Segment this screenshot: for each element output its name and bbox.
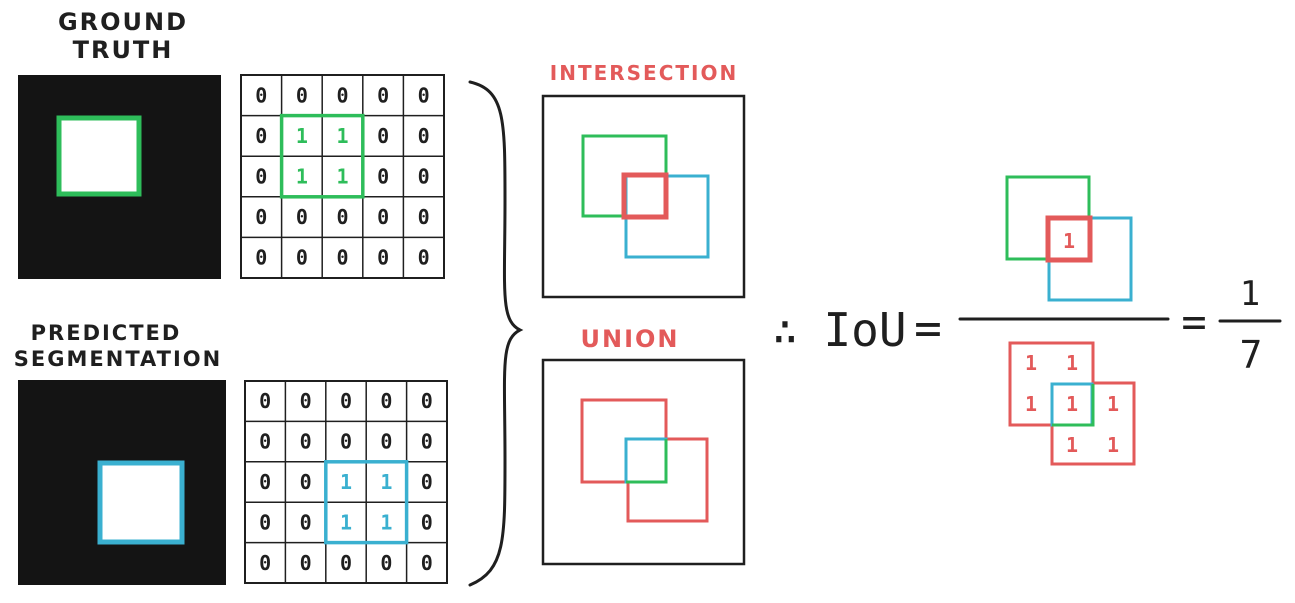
pred-grid-cell: 0 <box>421 430 433 454</box>
gt-grid-cell: 0 <box>336 83 348 107</box>
gt-grid-cell: 1 <box>336 124 348 148</box>
predicted-grid: 0 0 0 0 0 0 0 0 0 0 0 0 1 1 0 0 0 1 1 0 0 0 0 0 0 <box>244 380 448 584</box>
equals-sign: = <box>914 301 942 355</box>
union-cell: 1 <box>1107 433 1119 457</box>
pred-grid-cell: 1 <box>340 470 352 494</box>
gt-grid-cell: 0 <box>255 83 267 107</box>
pred-grid-cell: 1 <box>340 510 352 534</box>
pred-grid-cell: 0 <box>421 551 433 575</box>
gt-grid-cell: 0 <box>377 83 389 107</box>
pred-grid-cell: 0 <box>300 551 312 575</box>
ground-truth-mask <box>18 75 221 279</box>
gt-grid-cell: 0 <box>296 83 308 107</box>
gt-grid-cell: 1 <box>296 165 308 189</box>
intersection-panel <box>541 94 746 299</box>
gt-grid-cell: 0 <box>377 165 389 189</box>
pred-grid-cell: 0 <box>380 551 392 575</box>
curly-brace <box>468 80 524 587</box>
gt-grid-cell: 0 <box>418 205 430 229</box>
predicted-label-line2: SEGMENTATION <box>14 347 222 371</box>
union-cell: 1 <box>1066 392 1078 416</box>
pred-grid-cell: 0 <box>421 389 433 413</box>
result-equals-sign: = <box>1181 297 1206 346</box>
union-cell: 1 <box>1107 392 1119 416</box>
predicted-label-line1: PREDICTED <box>31 321 182 345</box>
pred-grid-cell: 0 <box>380 389 392 413</box>
numerator-diagram: 1 <box>1005 175 1133 302</box>
pred-grid-cell: 0 <box>300 389 312 413</box>
pred-grid-cell: 1 <box>380 510 392 534</box>
ground-truth-label-line2: TRUTH <box>73 36 174 64</box>
pred-grid-cell: 0 <box>259 430 271 454</box>
result-numerator: 1 <box>1240 274 1260 314</box>
pred-grid-cell: 0 <box>340 551 352 575</box>
union-cell: 1 <box>1066 433 1078 457</box>
gt-grid-cell: 0 <box>377 205 389 229</box>
gt-grid-cell: 0 <box>255 246 267 270</box>
pred-grid-cell: 0 <box>259 389 271 413</box>
union-label: UNION <box>581 325 680 353</box>
gt-grid-cell: 1 <box>336 165 348 189</box>
therefore-symbol: ∴ <box>772 306 797 355</box>
predicted-mask <box>18 380 226 585</box>
gt-grid-cell: 0 <box>336 205 348 229</box>
ground-truth-grid: 0 0 0 0 0 0 1 1 0 0 0 1 1 0 0 0 0 0 0 0 0 0 0 0 0 <box>240 74 445 279</box>
denominator-diagram: 1 1 1 1 1 1 1 <box>1008 341 1136 466</box>
gt-grid-cell: 0 <box>255 165 267 189</box>
result-denominator: 7 <box>1240 333 1263 377</box>
gt-grid-cell: 0 <box>336 246 348 270</box>
gt-grid-cell: 0 <box>377 246 389 270</box>
gt-grid-frame <box>240 74 445 279</box>
gt-grid-highlight <box>279 113 365 199</box>
gt-grid-cell: 0 <box>418 165 430 189</box>
union-cell: 1 <box>1066 351 1078 375</box>
gt-grid-cell: 0 <box>296 205 308 229</box>
gt-grid-cell: 0 <box>255 124 267 148</box>
gt-grid-cell: 0 <box>418 124 430 148</box>
pred-grid-cell: 1 <box>380 470 392 494</box>
gt-grid-cell: 0 <box>377 124 389 148</box>
pred-grid-cell: 0 <box>259 551 271 575</box>
numerator-cell-value: 1 <box>1063 229 1075 253</box>
ground-truth-label-line1: GROUND <box>58 8 188 36</box>
pred-grid-cell: 0 <box>380 430 392 454</box>
gt-grid-cell: 0 <box>418 83 430 107</box>
pred-grid-cell: 0 <box>300 510 312 534</box>
pred-grid-cell: 0 <box>340 389 352 413</box>
pred-grid-cell: 0 <box>259 470 271 494</box>
union-panel <box>541 358 746 566</box>
gt-grid-cell: 0 <box>418 246 430 270</box>
pred-grid-cell: 0 <box>340 430 352 454</box>
pred-grid-cell: 0 <box>300 470 312 494</box>
pred-grid-frame <box>244 380 448 584</box>
iou-label: IoU <box>823 303 906 357</box>
pred-grid-cell: 0 <box>421 470 433 494</box>
pred-grid-cell: 0 <box>259 510 271 534</box>
intersection-label: INTERSECTION <box>550 61 738 85</box>
union-cell: 1 <box>1025 392 1037 416</box>
gt-grid-cell: 0 <box>255 205 267 229</box>
pred-grid-cell: 0 <box>421 510 433 534</box>
gt-grid-cell: 1 <box>296 124 308 148</box>
pred-grid-cell: 0 <box>300 430 312 454</box>
union-cell: 1 <box>1025 351 1037 375</box>
gt-grid-cell: 0 <box>296 246 308 270</box>
pred-grid-highlight <box>324 460 409 545</box>
